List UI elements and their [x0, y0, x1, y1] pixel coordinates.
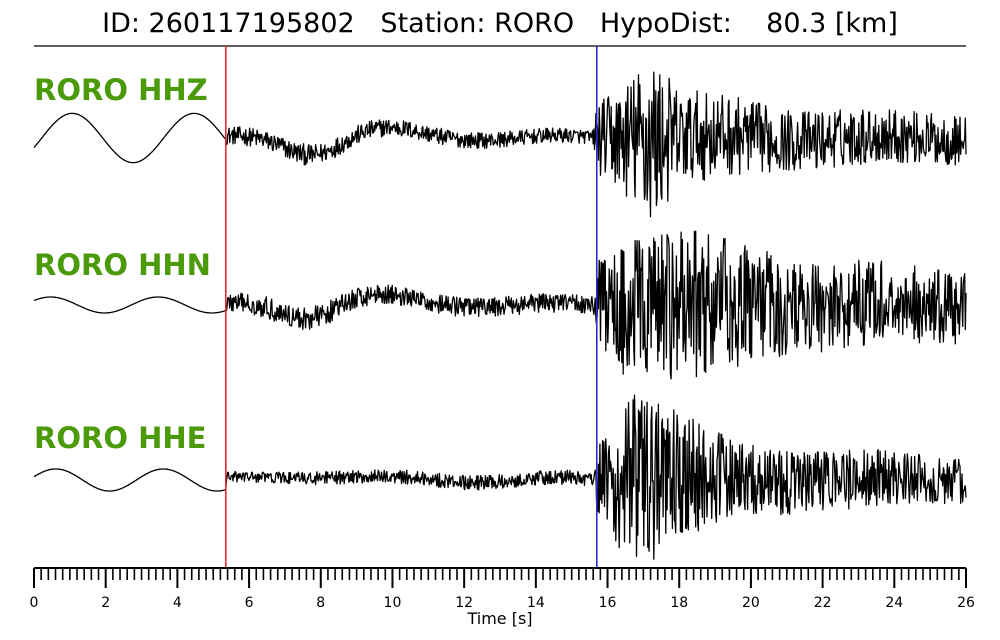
x-tick-label: 0	[30, 595, 39, 611]
trace-roro-hhn	[33, 230, 967, 380]
picks-layer	[224, 46, 598, 568]
x-tick-label: 20	[742, 595, 760, 611]
trace-roro-hhe	[33, 394, 967, 560]
x-tick-label: 10	[384, 595, 402, 611]
trace-label: RORO HHN	[34, 248, 211, 282]
traces-layer	[33, 71, 967, 560]
x-tick-label: 12	[455, 595, 473, 611]
x-tick-label: 18	[670, 595, 688, 611]
x-tick-label: 6	[245, 595, 254, 611]
x-tick-label: 22	[814, 595, 832, 611]
x-tick-label: 16	[599, 595, 617, 611]
x-tick-label: 4	[173, 595, 182, 611]
plot-title: ID: 260117195802 Station: RORO HypoDist:…	[102, 8, 898, 39]
x-tick-label: 14	[527, 595, 545, 611]
x-tick-label: 8	[316, 595, 325, 611]
trace-labels-layer: RORO HHZ RORO HHN RORO HHE	[34, 73, 211, 455]
trace-label: RORO HHZ	[34, 73, 208, 107]
trace-label: RORO HHE	[34, 421, 206, 455]
trace-roro-hhz	[33, 71, 967, 218]
x-tick-label: 2	[101, 595, 110, 611]
x-tick-label: 24	[885, 595, 903, 611]
x-axis-label: Time [s]	[466, 609, 532, 628]
x-tick-label: 26	[957, 595, 975, 611]
